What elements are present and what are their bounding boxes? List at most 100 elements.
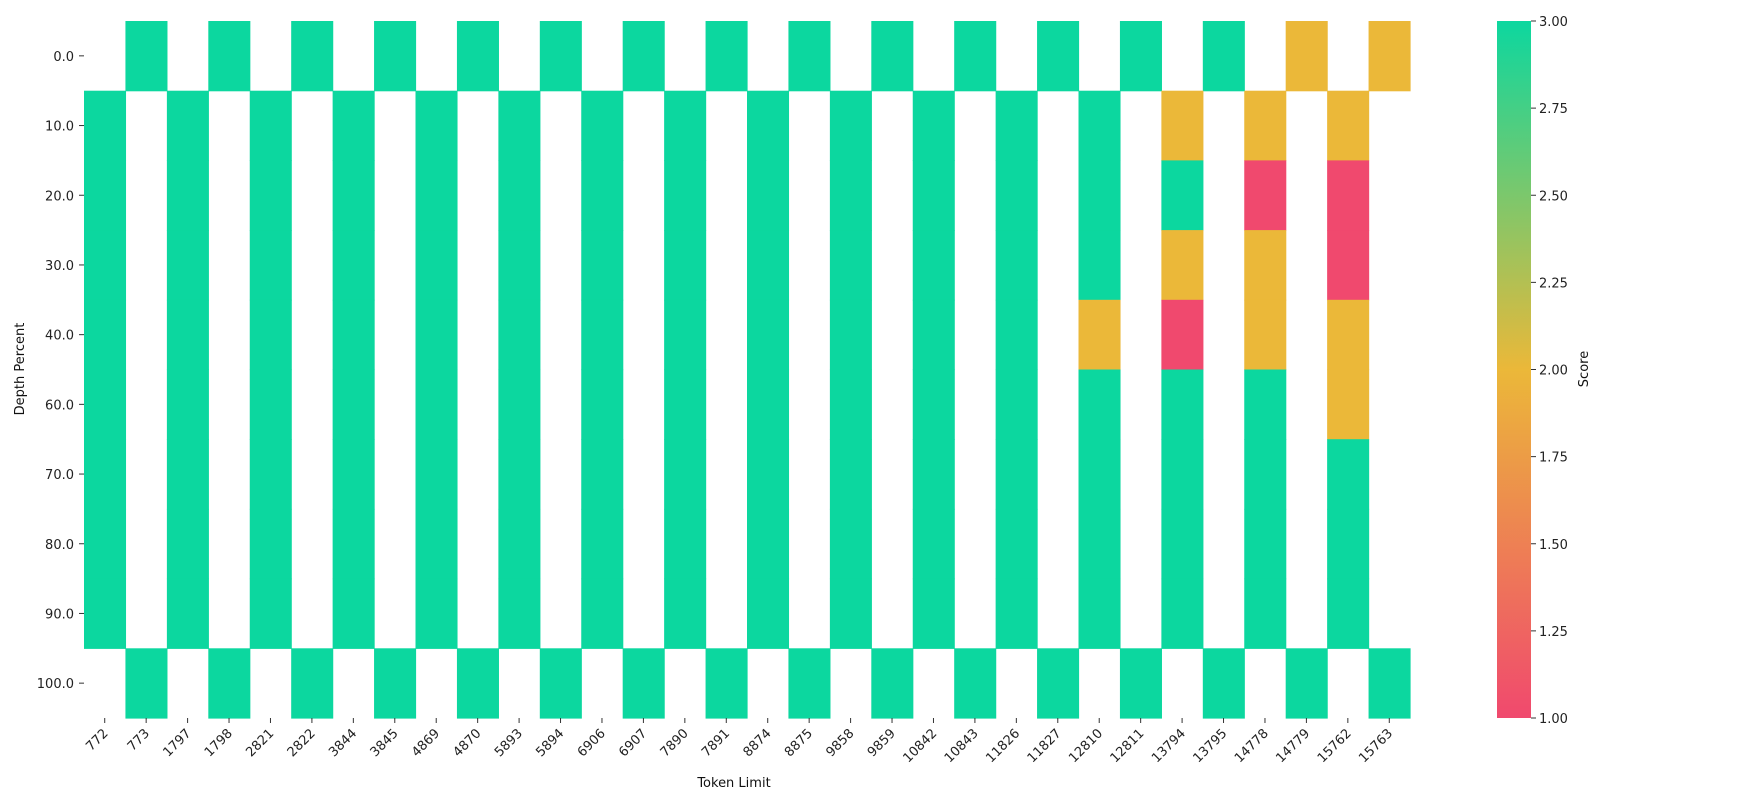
heatmap-cell — [788, 648, 831, 719]
heatmap-cell — [1078, 90, 1121, 161]
y-tick-label: 80.0 — [45, 538, 74, 553]
colorbar — [1497, 21, 1531, 718]
heatmap-cell — [664, 230, 707, 301]
x-tick-label: 9859 — [865, 726, 899, 760]
heatmap-cell — [995, 369, 1038, 440]
heatmap-cell — [332, 299, 375, 371]
heatmap-cell — [995, 90, 1038, 161]
heatmap-cell — [664, 299, 707, 371]
heatmap-cell — [498, 439, 541, 510]
x-tick-label: 3844 — [326, 726, 360, 760]
heatmap-cell — [747, 230, 790, 301]
heatmap-cell — [1119, 21, 1162, 92]
heatmap-cell — [995, 160, 1038, 231]
heatmap-cell — [1244, 369, 1287, 440]
heatmap-cell — [249, 160, 292, 231]
x-tick-label: 2821 — [243, 726, 277, 760]
heatmap-cell — [1244, 578, 1287, 649]
heatmap-cell — [84, 299, 127, 371]
y-tick-label: 20.0 — [45, 189, 74, 204]
x-tick-label: 3845 — [368, 726, 402, 760]
heatmap-cell — [166, 578, 209, 649]
heatmap-cell — [84, 369, 127, 440]
heatmap-cell — [1285, 648, 1328, 719]
heatmap-cell — [84, 508, 127, 580]
heatmap-cell — [1368, 648, 1411, 719]
heatmap-cell — [539, 648, 582, 719]
heatmap-cell — [1161, 578, 1204, 649]
x-tick-label: 13794 — [1149, 726, 1189, 766]
heatmap-cell — [1327, 299, 1370, 371]
heatmap-cell — [1327, 230, 1370, 301]
heatmap-cell — [788, 21, 831, 92]
heatmap-cell — [1078, 508, 1121, 580]
colorbar-ticks: 1.00 1.25 1.50 1.75 2.00 2.25 2.50 2.75 3.00 — [1531, 15, 1568, 727]
x-tick-label: 11827 — [1025, 726, 1065, 766]
heatmap-cell — [581, 160, 624, 231]
x-tick-label: 8874 — [741, 726, 775, 760]
colorbar-tick-label: 1.50 — [1539, 538, 1568, 553]
heatmap-cell — [498, 508, 541, 580]
heatmap-cell — [415, 90, 458, 161]
heatmap-cell — [1244, 439, 1287, 510]
x-tick-label: 10842 — [900, 726, 940, 766]
colorbar-tick-label: 1.00 — [1539, 712, 1568, 727]
heatmap-cell — [1327, 508, 1370, 580]
heatmap-cell — [374, 21, 417, 92]
heatmap-cell — [1078, 578, 1121, 649]
heatmap-cell — [332, 508, 375, 580]
x-tick-label: 2822 — [285, 726, 319, 760]
heatmap-cell — [747, 90, 790, 161]
colorbar-tick-label: 2.50 — [1539, 189, 1568, 204]
heatmap-cell — [166, 439, 209, 510]
heatmap-cell — [829, 508, 872, 580]
heatmap-cell — [1368, 21, 1411, 92]
heatmap-cell — [664, 508, 707, 580]
heatmap-cell — [912, 90, 955, 161]
heatmap-cell — [498, 160, 541, 231]
x-tick-label: 12811 — [1108, 726, 1148, 766]
heatmap-cell — [1244, 160, 1287, 231]
heatmap-cell — [954, 21, 997, 92]
x-tick-label: 9858 — [823, 726, 857, 760]
heatmap-cell — [249, 90, 292, 161]
heatmap-cell — [622, 648, 665, 719]
heatmap-cell — [332, 90, 375, 161]
x-tick-label: 5894 — [533, 726, 567, 760]
x-tick-label: 8875 — [782, 726, 816, 760]
heatmap-cell — [1244, 508, 1287, 580]
heatmap-cell — [581, 369, 624, 440]
heatmap-cell — [249, 439, 292, 510]
heatmap-cell — [498, 578, 541, 649]
x-tick-label: 1798 — [202, 726, 236, 760]
heatmap-cell — [1161, 439, 1204, 510]
heatmap-cell — [249, 230, 292, 301]
heatmap-cell — [829, 230, 872, 301]
heatmap-cell — [1202, 648, 1245, 719]
heatmap-cell — [912, 578, 955, 649]
heatmap-cell — [871, 21, 914, 92]
x-tick-label: 772 — [83, 726, 111, 754]
heatmap-cell — [747, 439, 790, 510]
heatmap-cell — [498, 299, 541, 371]
heatmap-cell — [1161, 230, 1204, 301]
heatmap-cell — [829, 299, 872, 371]
y-tick-label: 10.0 — [45, 120, 74, 135]
heatmap-cell — [332, 160, 375, 231]
heatmap-cell — [249, 369, 292, 440]
heatmap-cell — [1078, 299, 1121, 371]
heatmap-cell — [1244, 299, 1287, 371]
heatmap-cells — [84, 21, 1411, 719]
heatmap-cell — [747, 578, 790, 649]
heatmap-cell — [581, 508, 624, 580]
heatmap-cell — [1244, 230, 1287, 301]
heatmap-cell — [664, 578, 707, 649]
heatmap-cell — [415, 160, 458, 231]
y-tick-label: 0.0 — [53, 50, 74, 65]
heatmap-cell — [747, 508, 790, 580]
heatmap-cell — [829, 369, 872, 440]
heatmap-cell — [166, 508, 209, 580]
heatmap-cell — [498, 230, 541, 301]
colorbar-label: Score — [1577, 351, 1592, 387]
